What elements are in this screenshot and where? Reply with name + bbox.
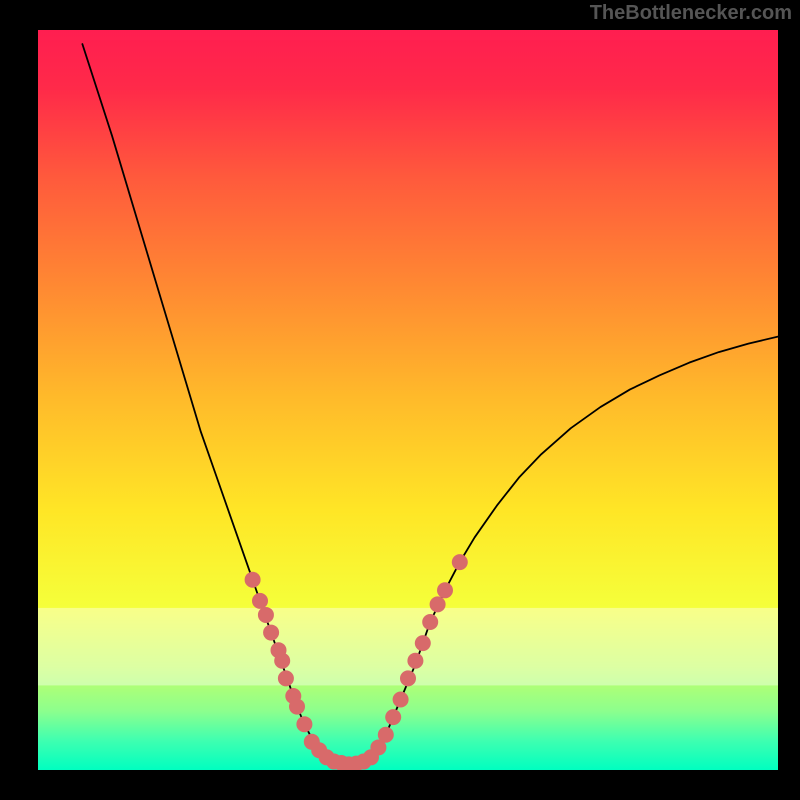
data-point xyxy=(296,716,312,732)
chart-container: TheBottlenecker.com xyxy=(0,0,800,800)
data-point xyxy=(437,582,453,598)
data-point xyxy=(289,699,305,715)
data-point xyxy=(378,727,394,743)
data-point xyxy=(245,572,261,588)
data-point xyxy=(393,692,409,708)
chart-svg xyxy=(0,0,800,800)
data-point xyxy=(400,670,416,686)
data-point xyxy=(274,653,290,669)
data-point xyxy=(252,593,268,609)
data-point xyxy=(263,625,279,641)
data-point xyxy=(278,670,294,686)
data-point xyxy=(407,653,423,669)
data-point xyxy=(415,635,431,651)
data-point xyxy=(452,554,468,570)
data-point xyxy=(422,614,438,630)
data-point xyxy=(385,709,401,725)
data-point xyxy=(430,596,446,612)
data-point xyxy=(258,607,274,623)
